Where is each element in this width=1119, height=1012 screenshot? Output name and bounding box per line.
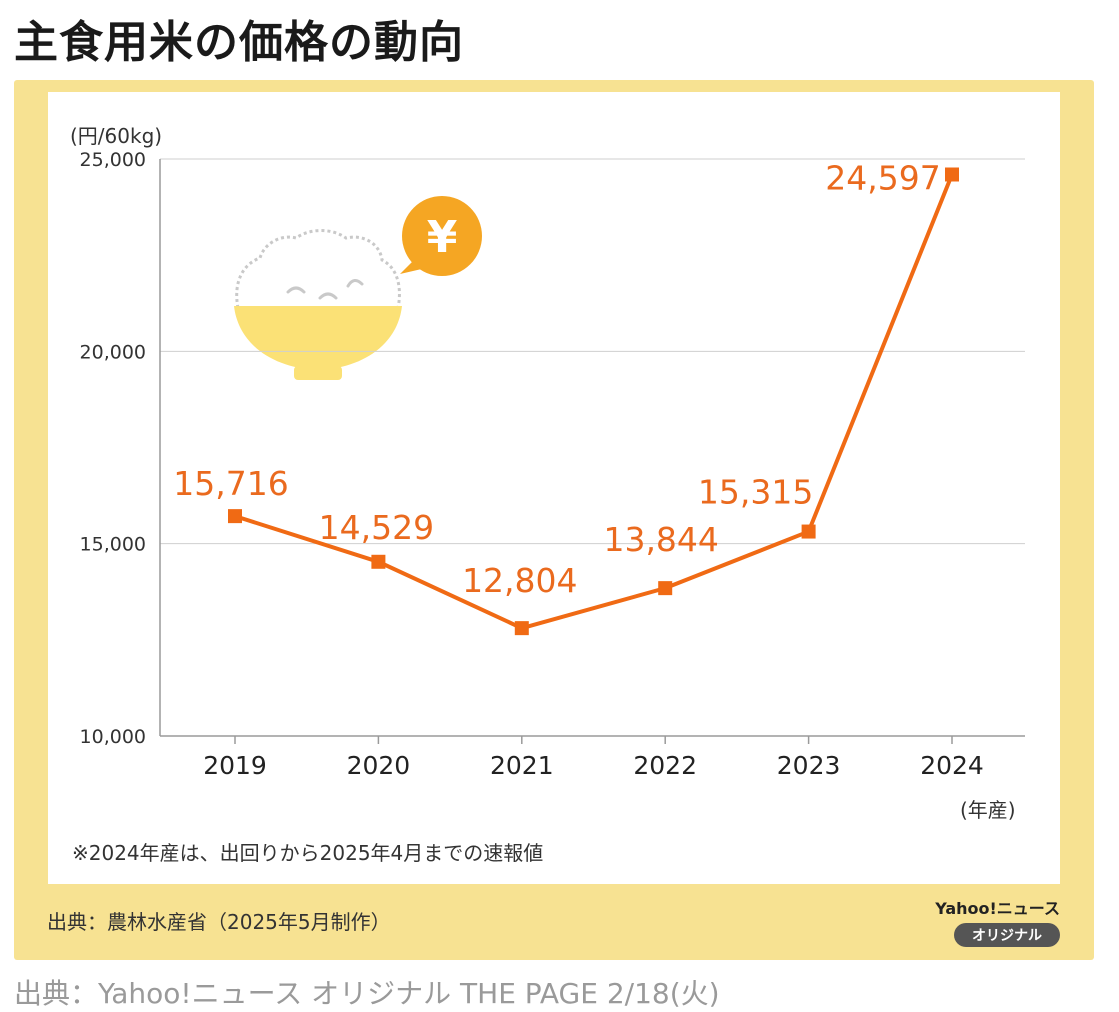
brand-logo: Yahoo!ニュース オリジナル: [935, 895, 1060, 947]
rice-bowl-icon: [234, 229, 402, 380]
x-tick-label: 2023: [777, 751, 841, 780]
data-label: 13,844: [603, 520, 718, 559]
data-point: [371, 554, 386, 569]
image-credit: 出典：Yahoo!ニュース オリジナル THE PAGE 2/18(火): [14, 977, 720, 1010]
chart-frame: ¥ 10,000 15,000 20,000 25,000 2019 2020 2021 20…: [14, 80, 1094, 960]
y-axis-unit-label: (円/60kg): [70, 124, 163, 148]
data-point: [945, 167, 959, 182]
y-tick-label: 25,000: [80, 149, 146, 171]
line-chart: ¥ 10,000 15,000 20,000 25,000 2019 2020 2021 20…: [80, 149, 1025, 780]
data-label: 15,315: [698, 473, 813, 512]
brand-badge: オリジナル: [954, 923, 1060, 947]
yen-speech-bubble-icon: ¥: [400, 196, 482, 276]
data-point: [228, 509, 242, 524]
data-point: [658, 581, 673, 596]
x-axis-unit-label: (年産): [960, 798, 1016, 822]
x-tick-label: 2024: [920, 751, 984, 780]
data-point: [514, 621, 529, 636]
y-tick-label: 20,000: [80, 341, 146, 363]
footnote: ※2024年産は、出回りから2025年4月までの速報値: [72, 841, 544, 865]
data-point: [801, 524, 816, 539]
y-tick-label: 15,000: [80, 534, 146, 556]
chart-panel: ¥ 10,000 15,000 20,000 25,000 2019 2020 2021 20…: [48, 92, 1060, 884]
source-note: 出典：農林水産省（2025年5月制作）: [47, 910, 391, 934]
x-tick-label: 2022: [633, 751, 697, 780]
data-label: 12,804: [462, 561, 577, 600]
svg-text:¥: ¥: [427, 212, 458, 263]
brand-name: Yahoo!ニュース: [935, 899, 1060, 918]
series-line: [234, 173, 954, 631]
x-tick-label: 2020: [347, 751, 411, 780]
x-tick-label: 2019: [203, 751, 267, 780]
data-label: 24,597: [825, 159, 940, 198]
data-label: 14,529: [319, 508, 434, 547]
y-tick-label: 10,000: [80, 726, 146, 748]
x-tick-label: 2021: [490, 751, 554, 780]
page-title: 主食用米の価格の動向: [14, 17, 464, 68]
data-label: 15,716: [173, 464, 288, 503]
